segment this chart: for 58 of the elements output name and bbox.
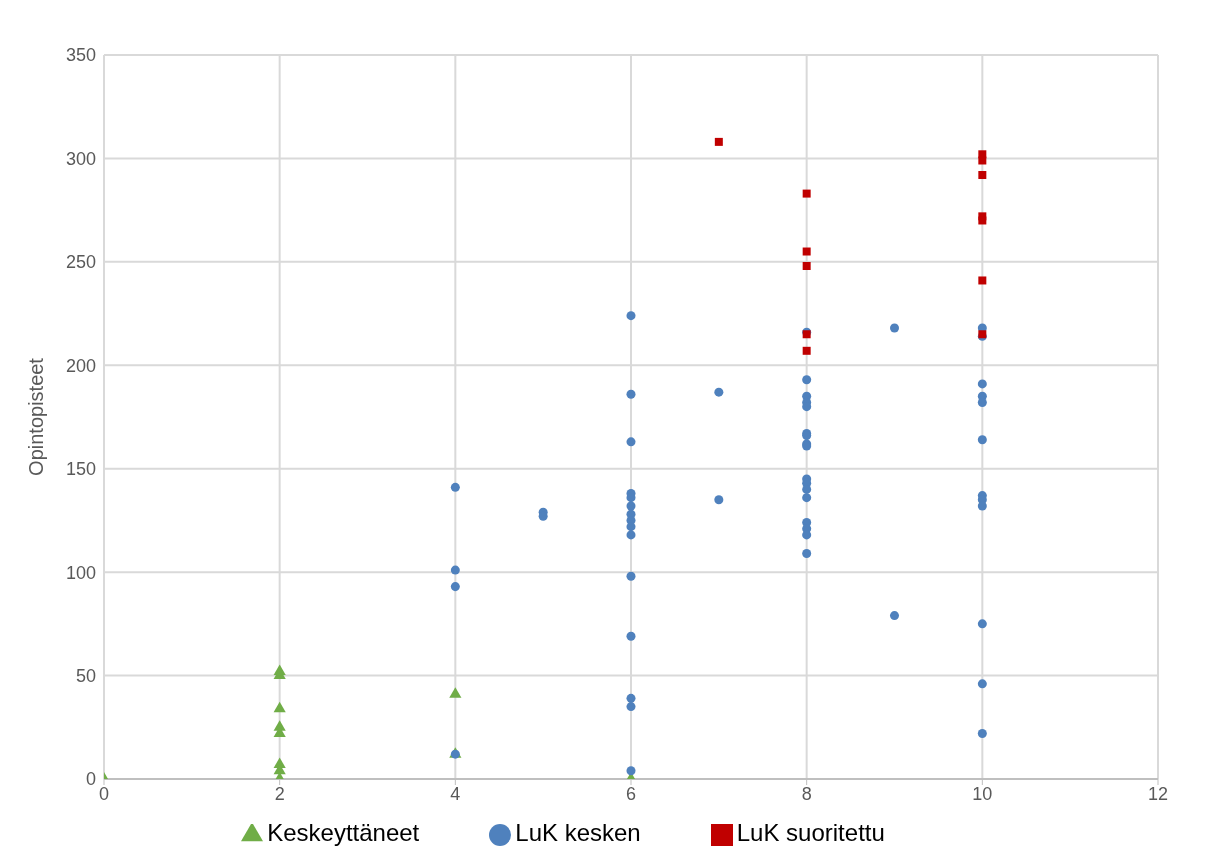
point bbox=[977, 728, 987, 738]
point bbox=[450, 482, 460, 492]
point bbox=[626, 311, 636, 321]
point bbox=[626, 530, 636, 540]
point bbox=[977, 501, 987, 511]
point bbox=[802, 549, 812, 559]
point bbox=[802, 530, 812, 540]
point bbox=[978, 170, 987, 179]
y-axis-title: Opintopisteet bbox=[25, 357, 48, 476]
point bbox=[714, 387, 724, 397]
y-tick-label: 150 bbox=[65, 459, 96, 480]
point bbox=[626, 501, 636, 511]
point bbox=[978, 216, 987, 225]
y-tick-label: 200 bbox=[65, 355, 96, 376]
x-tick-label: 6 bbox=[625, 783, 637, 804]
point bbox=[626, 766, 636, 776]
point bbox=[889, 323, 900, 333]
point bbox=[626, 631, 636, 641]
point bbox=[626, 702, 636, 712]
legend-label: LuK suoritettu bbox=[736, 819, 885, 846]
point bbox=[273, 701, 286, 713]
y-tick-label: 300 bbox=[65, 148, 96, 169]
point bbox=[626, 389, 636, 399]
point bbox=[802, 493, 812, 503]
point bbox=[450, 582, 460, 592]
x-tick-label: 12 bbox=[1147, 783, 1169, 804]
legend-label: Keskeyttäneet bbox=[267, 819, 420, 846]
point bbox=[978, 276, 987, 285]
x-tick-label: 0 bbox=[98, 783, 110, 804]
point bbox=[450, 565, 460, 575]
point bbox=[802, 247, 811, 256]
x-tick-label: 4 bbox=[450, 783, 461, 804]
point bbox=[626, 437, 636, 447]
point bbox=[626, 522, 636, 532]
y-tick-label: 50 bbox=[75, 665, 96, 686]
point bbox=[977, 379, 987, 389]
point bbox=[977, 679, 987, 689]
point bbox=[802, 346, 811, 355]
point bbox=[978, 156, 987, 165]
legend-label: LuK kesken bbox=[515, 819, 641, 846]
y-tick-label: 250 bbox=[65, 252, 96, 273]
point bbox=[889, 611, 900, 621]
x-tick-label: 2 bbox=[274, 783, 285, 804]
point bbox=[626, 571, 636, 581]
point bbox=[977, 619, 987, 629]
point bbox=[802, 189, 811, 198]
point bbox=[802, 375, 812, 385]
x-tick-label: 8 bbox=[801, 783, 812, 804]
y-tick-label: 350 bbox=[65, 45, 96, 66]
point bbox=[977, 435, 987, 445]
y-tick-label: 100 bbox=[65, 562, 96, 583]
x-tick-label: 10 bbox=[972, 783, 993, 804]
point bbox=[977, 398, 987, 408]
point bbox=[449, 687, 462, 698]
point bbox=[802, 261, 811, 270]
point bbox=[714, 495, 724, 505]
y-tick-label: 0 bbox=[85, 769, 96, 790]
point bbox=[714, 137, 723, 146]
